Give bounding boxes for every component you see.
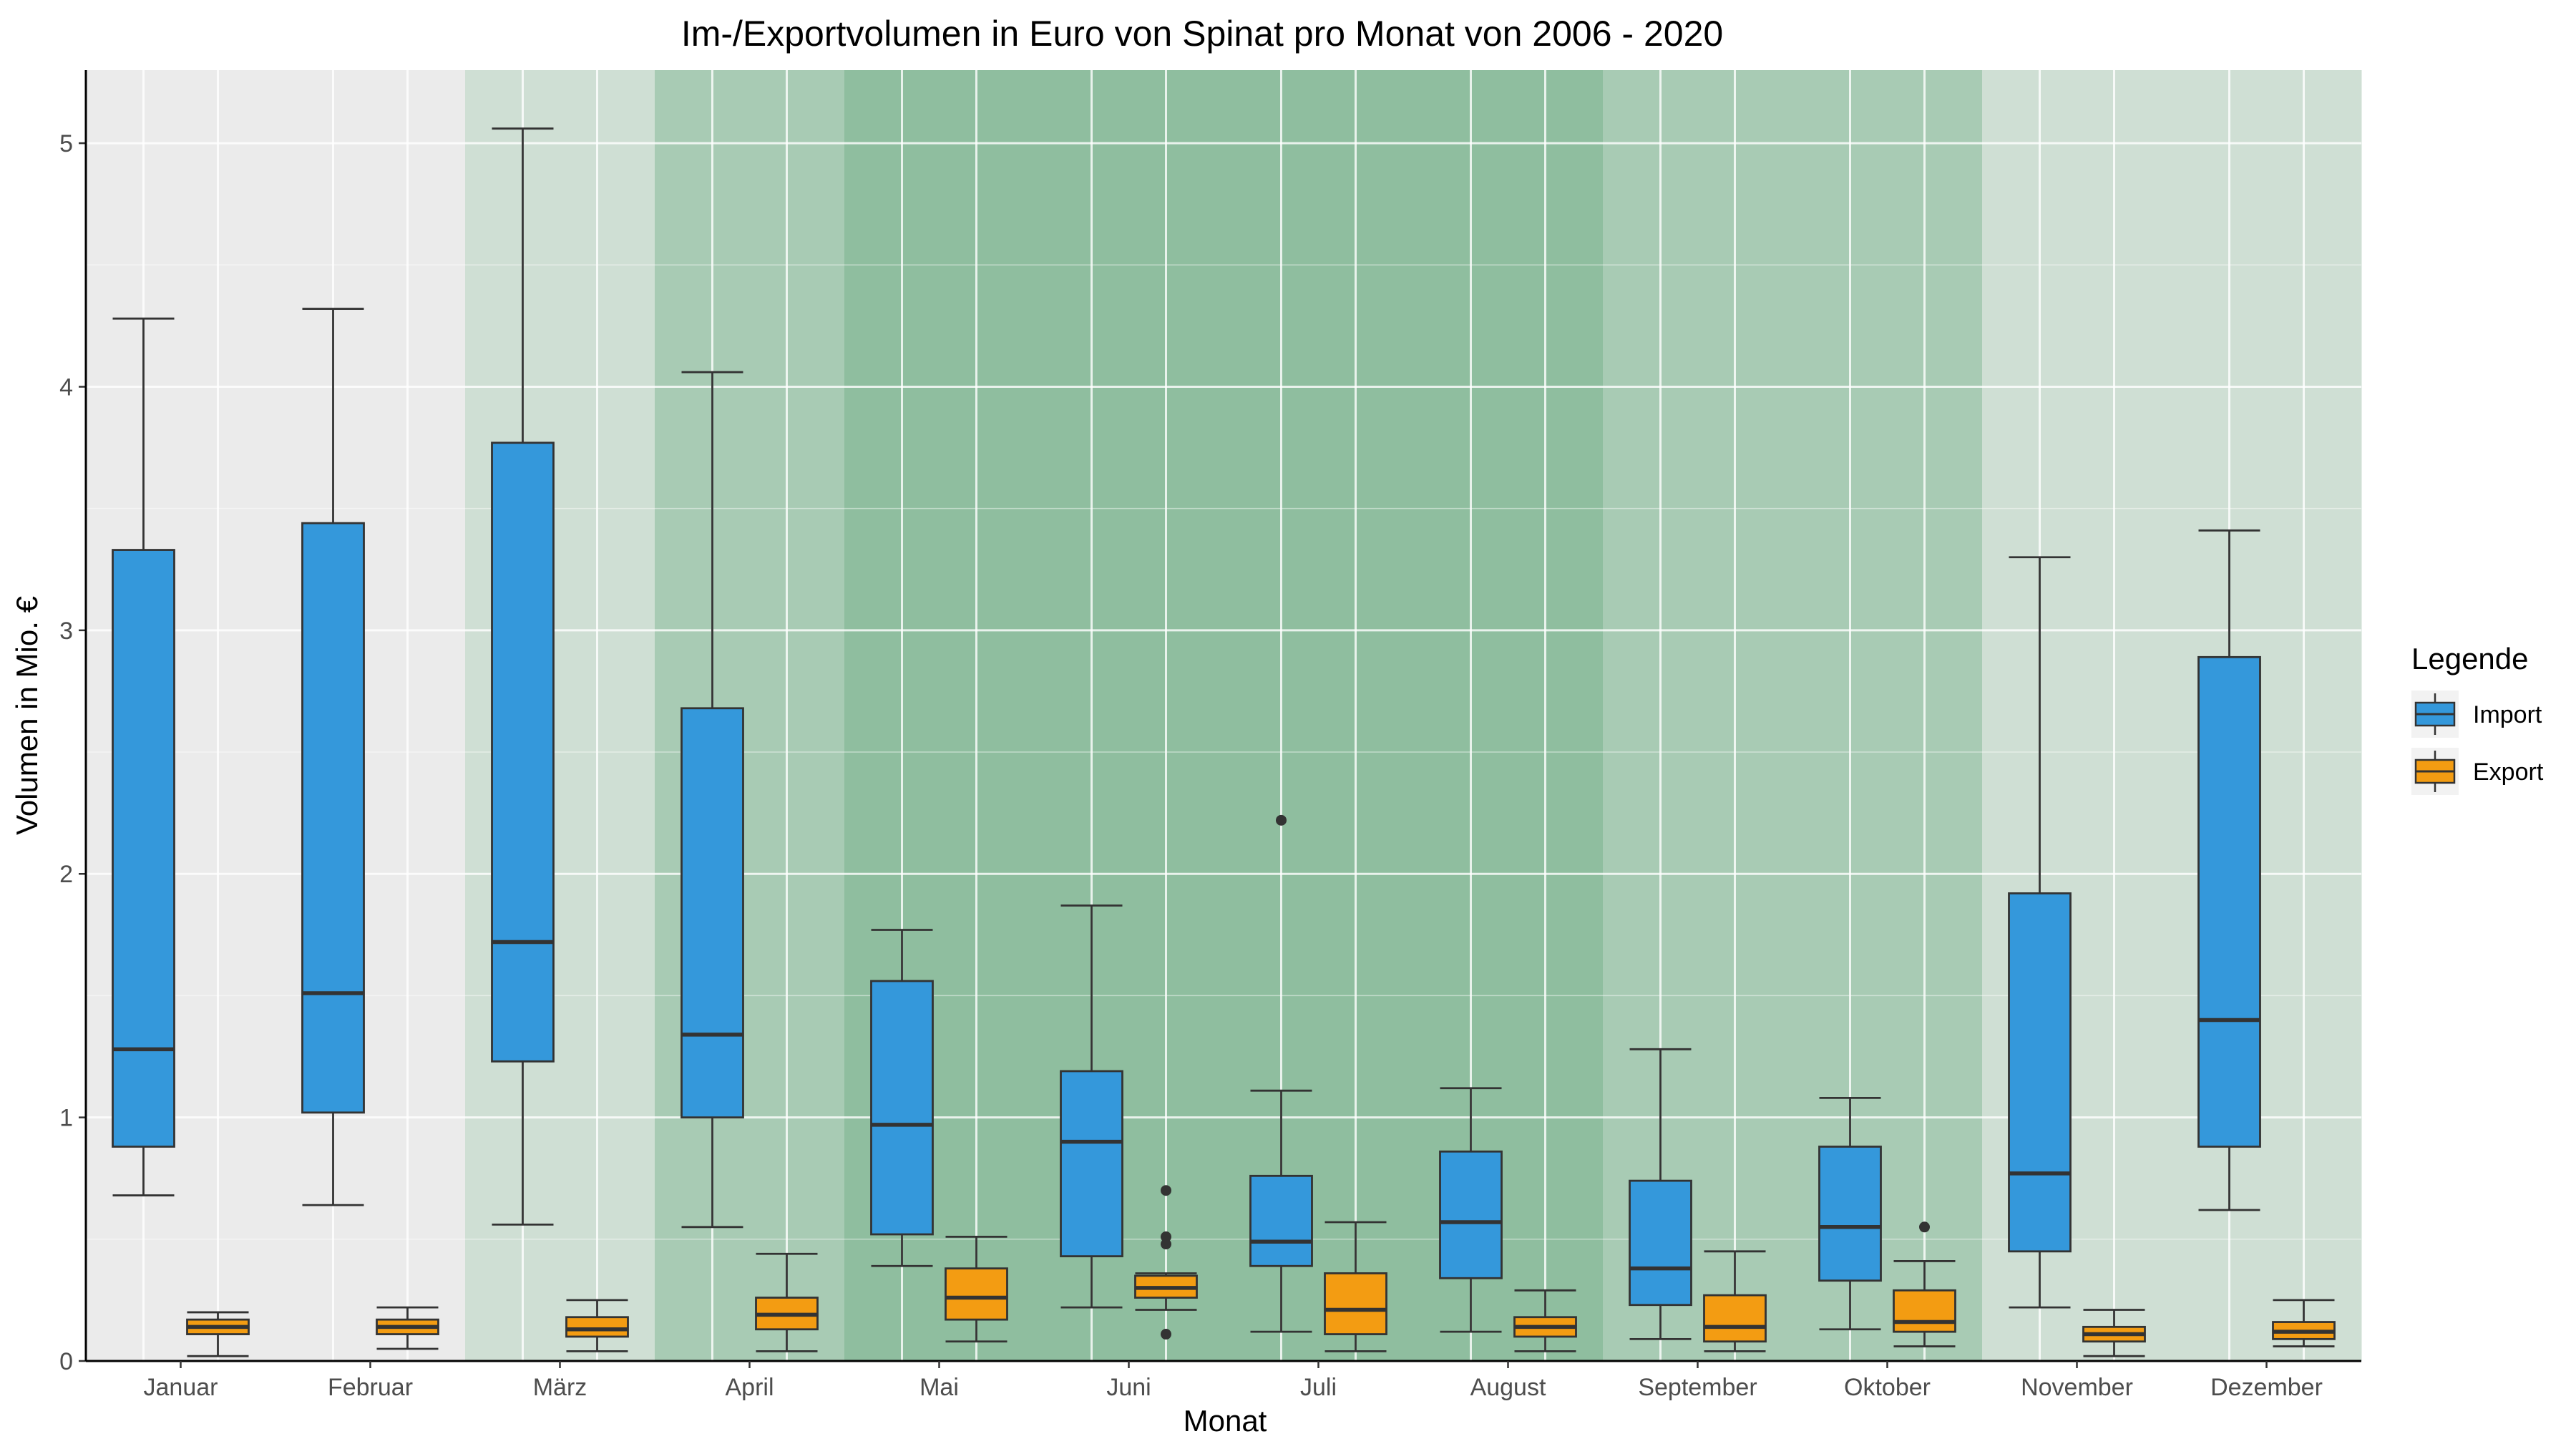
box-export-april	[755, 1252, 819, 1352]
x-tick-label: Januar	[144, 1374, 218, 1401]
box-import-märz	[491, 127, 555, 1226]
box-import-juni	[1060, 904, 1123, 1309]
iqr-box	[491, 441, 555, 1063]
axes: 0 1 2 3 4 5 Januar Februar März April Mai Juni Juli A…	[59, 70, 2361, 1401]
iqr-box	[1629, 1179, 1692, 1307]
box-export-mai	[945, 1236, 1008, 1343]
box-import-februar	[301, 308, 365, 1206]
iqr-box	[1060, 1070, 1123, 1258]
iqr-box	[565, 1316, 629, 1338]
x-tick-label: April	[725, 1374, 774, 1401]
legend-label-export: Export	[2473, 758, 2544, 786]
iqr-box	[870, 980, 934, 1236]
x-tick-label: März	[533, 1374, 587, 1401]
box-export-august	[1513, 1289, 1577, 1352]
box-series	[112, 127, 2336, 1357]
iqr-box	[1324, 1272, 1387, 1335]
box-import-dezember	[2197, 529, 2261, 1211]
box-export-oktober	[1893, 1221, 1956, 1347]
season-band-juli	[1224, 70, 1414, 1361]
x-tick-label: November	[2021, 1374, 2133, 1401]
box-import-august	[1439, 1087, 1503, 1333]
iqr-box	[680, 707, 744, 1119]
box-export-september	[1703, 1250, 1767, 1352]
box-import-september	[1629, 1048, 1692, 1340]
legend-title: Legende	[2411, 642, 2529, 675]
legend-label-import: Import	[2473, 701, 2542, 728]
box-import-januar	[112, 317, 175, 1196]
box-export-februar	[376, 1306, 439, 1350]
y-tick-label: 1	[59, 1105, 73, 1132]
iqr-box	[1818, 1146, 1882, 1282]
outlier-point	[1161, 1185, 1171, 1196]
x-axis-label: Monat	[1184, 1404, 1267, 1438]
season-band-september	[1603, 70, 1793, 1361]
box-export-dezember	[2272, 1299, 2336, 1347]
season-bands	[86, 70, 2362, 1361]
iqr-box	[112, 549, 175, 1148]
outlier-point	[1161, 1239, 1171, 1250]
box-export-juli	[1324, 1221, 1387, 1352]
box-export-juni	[1134, 1185, 1198, 1340]
x-tick-label: September	[1638, 1374, 1757, 1401]
chart-title: Im-/Exportvolumen in Euro von Spinat pro…	[681, 14, 1723, 54]
grid-lines	[86, 70, 2361, 1362]
outlier-point	[1919, 1221, 1930, 1233]
x-tick-label: Dezember	[2210, 1374, 2323, 1401]
y-tick-label: 4	[59, 374, 73, 401]
iqr-box	[301, 522, 365, 1114]
x-tick-label: August	[1470, 1374, 1546, 1401]
x-tick-label: Februar	[328, 1374, 413, 1401]
box-export-märz	[565, 1299, 629, 1352]
y-tick-label: 2	[59, 861, 73, 888]
x-tick-label: Juni	[1106, 1374, 1151, 1401]
iqr-box	[2008, 892, 2072, 1253]
iqr-box	[1249, 1174, 1313, 1267]
y-axis-label: Volumen in Mio. €	[10, 596, 44, 835]
legend: Legende Import Export	[2411, 642, 2544, 795]
box-import-november	[2008, 556, 2072, 1309]
y-tick-label: 3	[59, 618, 73, 645]
iqr-box	[1893, 1289, 1956, 1333]
box-import-mai	[870, 929, 934, 1267]
x-tick-label: Oktober	[1844, 1374, 1931, 1401]
iqr-box	[1439, 1150, 1503, 1279]
season-band-august	[1413, 70, 1604, 1361]
outlier-point	[1276, 814, 1287, 826]
iqr-box	[2197, 655, 2261, 1148]
x-tick-label: Juli	[1300, 1374, 1337, 1401]
iqr-box	[945, 1267, 1008, 1321]
box-export-november	[2082, 1309, 2146, 1357]
box-import-juli	[1249, 814, 1313, 1333]
iqr-box	[1703, 1294, 1767, 1343]
box-export-januar	[186, 1311, 250, 1357]
y-tick-label: 5	[59, 130, 73, 157]
outlier-point	[1161, 1329, 1171, 1340]
x-tick-label: Mai	[919, 1374, 959, 1401]
box-import-april	[680, 371, 744, 1229]
box-import-oktober	[1818, 1096, 1882, 1331]
y-tick-label: 0	[59, 1348, 73, 1375]
